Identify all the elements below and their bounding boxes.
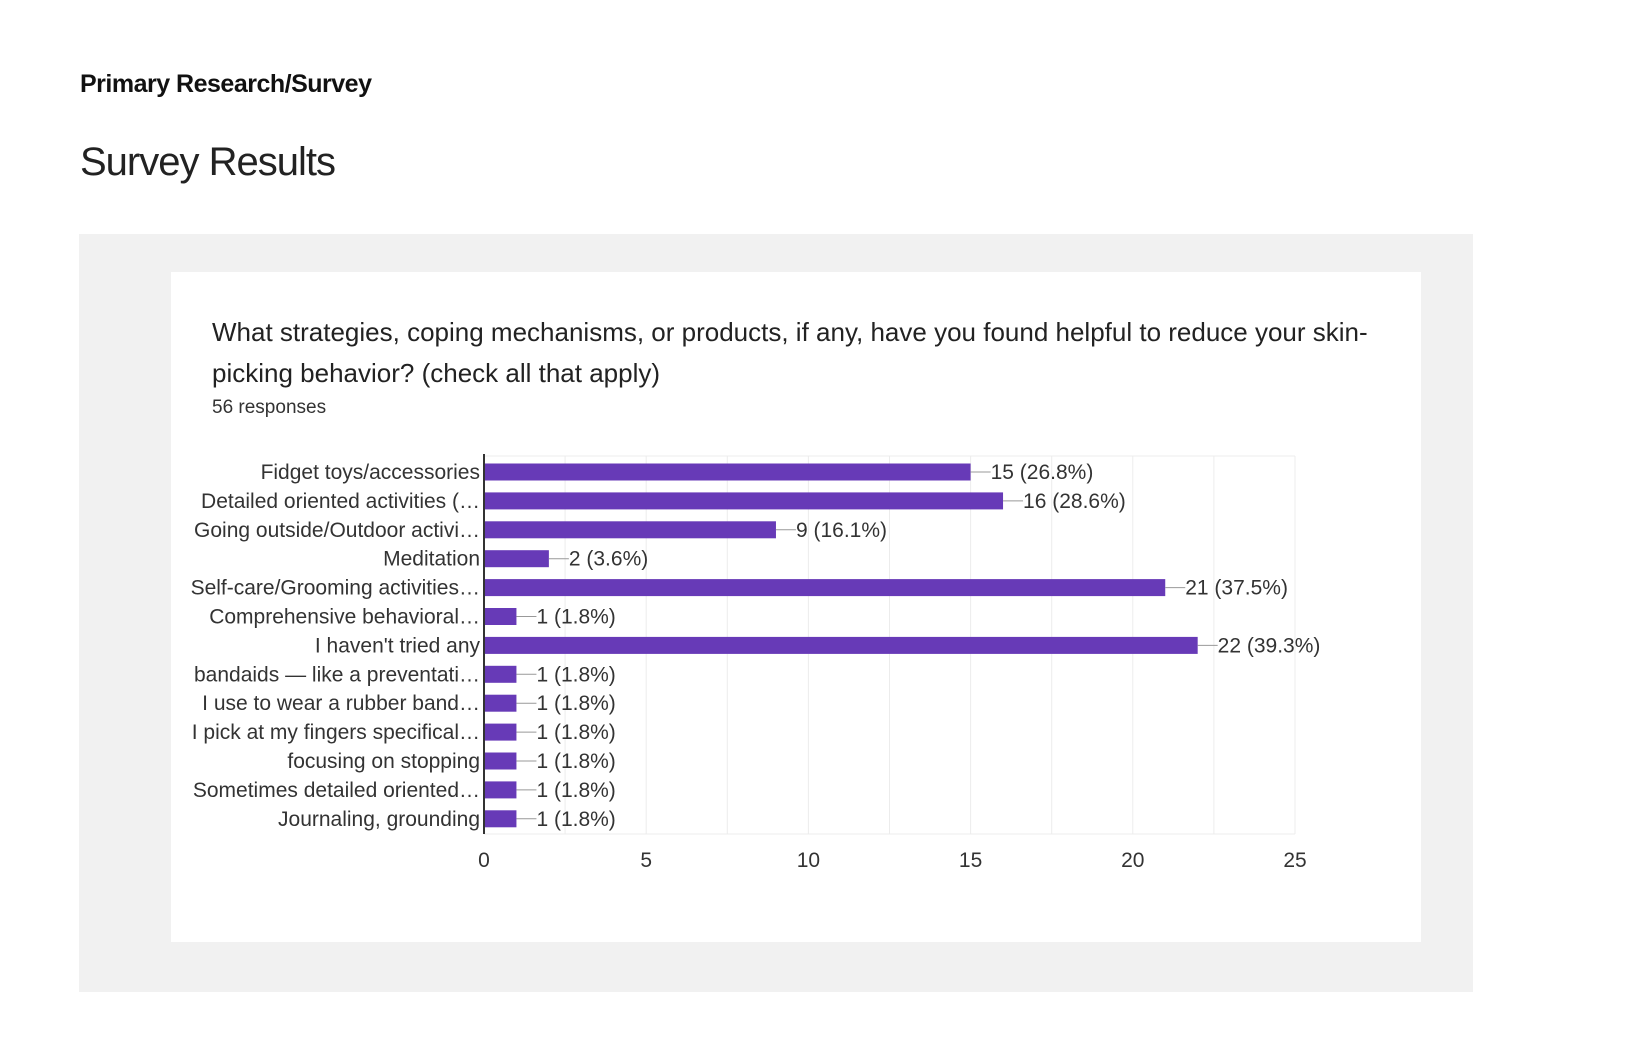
data-label: 1 (1.8%) [536, 663, 615, 686]
data-label: 21 (37.5%) [1185, 577, 1288, 600]
bar [484, 781, 517, 799]
x-tick-label: 15 [959, 849, 982, 872]
response-count: 56 responses [212, 397, 327, 418]
category-label: Sometimes detailed oriented… [193, 779, 480, 802]
bar [484, 579, 1166, 597]
data-label: 1 (1.8%) [536, 779, 615, 802]
bar [484, 810, 517, 828]
bar [484, 636, 1198, 654]
data-label: 1 (1.8%) [536, 692, 615, 715]
x-tick-label: 10 [797, 849, 820, 872]
data-label: 1 (1.8%) [536, 808, 615, 831]
category-label: I use to wear a rubber band… [202, 692, 480, 715]
category-label: I pick at my fingers specifical… [192, 721, 480, 744]
category-label: Fidget toys/accessories [261, 461, 480, 484]
category-label: Going outside/Outdoor activi… [194, 519, 480, 542]
bar [484, 608, 517, 625]
data-label: 15 (26.8%) [991, 461, 1094, 484]
bar [484, 550, 549, 568]
category-label: Comprehensive behavioral… [209, 606, 480, 629]
question-title: What strategies, coping mechanisms, or p… [212, 317, 1368, 388]
category-label: Detailed oriented activities (… [201, 490, 480, 513]
bar [484, 752, 517, 770]
category-label: bandaids — like a preventati… [194, 663, 480, 686]
category-label: Journaling, grounding [278, 808, 480, 831]
bar [484, 723, 517, 741]
bar [484, 463, 971, 481]
data-label: 1 (1.8%) [536, 750, 615, 773]
data-label: 9 (16.1%) [796, 519, 887, 542]
category-label: Meditation [383, 548, 480, 571]
bar [484, 665, 517, 683]
x-tick-label: 20 [1121, 849, 1144, 872]
page-title: Survey Results [80, 140, 336, 184]
x-tick-label: 0 [478, 849, 490, 872]
chart-card [171, 272, 1421, 942]
bar [484, 492, 1004, 510]
data-label: 16 (28.6%) [1023, 490, 1126, 513]
data-label: 1 (1.8%) [536, 721, 615, 744]
data-label: 2 (3.6%) [569, 548, 648, 571]
data-label: 1 (1.8%) [536, 606, 615, 629]
data-label: 22 (39.3%) [1218, 634, 1321, 657]
bar [484, 694, 517, 712]
x-tick-label: 5 [640, 849, 652, 872]
breadcrumb: Primary Research/Survey [80, 70, 372, 98]
category-label: focusing on stopping [287, 750, 480, 773]
bar [484, 521, 776, 539]
x-tick-label: 25 [1283, 849, 1306, 872]
category-label: I haven't tried any [315, 634, 481, 657]
category-label: Self-care/Grooming activities… [191, 577, 480, 600]
